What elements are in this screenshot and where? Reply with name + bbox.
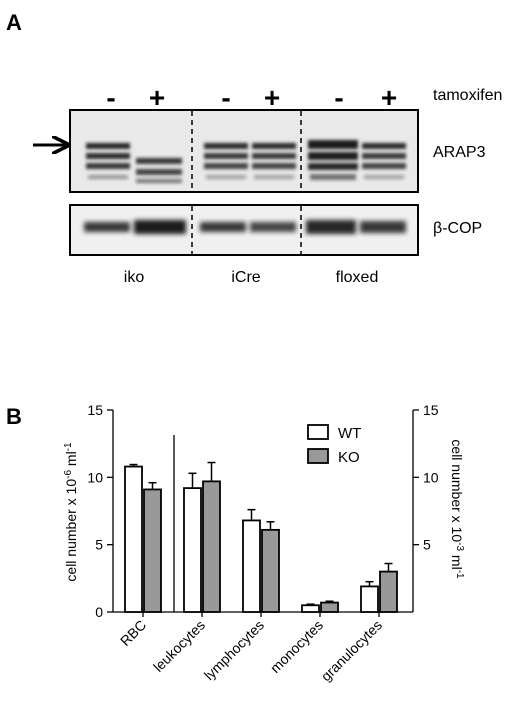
- group-label-iko: iko: [124, 269, 145, 286]
- bar-ko-monocytes: [320, 601, 339, 613]
- right-y-axis-label: cell number x 10-3 ml-1: [449, 439, 465, 579]
- bcop-blot: [69, 204, 419, 256]
- panel-b-label: B: [6, 404, 22, 429]
- right-y-ticks: 5 10 15: [413, 402, 439, 553]
- group-label-icre: iCre: [231, 269, 260, 286]
- group-label-floxed: floxed: [336, 269, 379, 286]
- right-tick-label: 15: [423, 402, 439, 418]
- right-tick-label: 10: [423, 469, 439, 485]
- arap3-label: ARAP3: [433, 144, 486, 161]
- panel-a-label: A: [6, 10, 22, 35]
- left-tick-label: 15: [87, 402, 103, 418]
- bar-wt-granulocytes: [360, 585, 379, 613]
- legend-swatch-ko: [307, 448, 329, 464]
- sign-floxed-minus: -: [334, 82, 343, 113]
- legend-label-wt: WT: [338, 425, 361, 442]
- legend-label-ko: KO: [338, 449, 360, 466]
- left-tick-label: 10: [87, 469, 103, 485]
- treatment-signs: - + - + - +: [106, 82, 397, 113]
- left-y-ticks: 0 5 10 15: [87, 402, 113, 620]
- bcop-label: β-COP: [433, 220, 482, 237]
- bar-wt-rbc: [124, 465, 143, 613]
- left-tick-label: 5: [95, 537, 103, 553]
- arap3-blot-frame: [69, 109, 419, 193]
- bar-series: [124, 461, 398, 613]
- sign-icre-plus: +: [264, 82, 280, 113]
- sign-icre-minus: -: [221, 82, 230, 113]
- arap3-blot: [69, 109, 419, 193]
- sign-floxed-plus: +: [381, 82, 397, 113]
- bar-wt-leukocytes: [183, 487, 202, 613]
- bar-chart: 0 5 10 15 5 10 15 cell number x 10-6 ml-1 cel…: [63, 402, 465, 684]
- x-tick-label-lymphocytes: lymphocytes: [201, 617, 267, 683]
- sign-iko-plus: +: [149, 82, 165, 113]
- bar-wt-lymphocytes: [242, 519, 261, 613]
- x-tick-label-granulocytes: granulocytes: [318, 617, 385, 684]
- group-labels: iko iCre floxed: [124, 269, 379, 286]
- bar-ko-lymphocytes: [261, 528, 280, 613]
- bar-ko-granulocytes: [379, 570, 398, 613]
- sign-iko-minus: -: [106, 82, 115, 113]
- tamoxifen-label: tamoxifen: [433, 87, 502, 104]
- left-y-axis-label: cell number x 10-6 ml-1: [63, 442, 79, 582]
- legend-swatch-wt: [307, 424, 329, 440]
- bcop-bands: [84, 220, 406, 234]
- bar-ko-rbc: [143, 488, 162, 613]
- right-tick-label: 5: [423, 537, 431, 553]
- arap3-bands: [86, 140, 406, 183]
- bar-ko-leukocytes: [202, 480, 221, 613]
- legend: WT KO: [307, 424, 361, 466]
- x-tick-label-monocytes: monocytes: [267, 617, 326, 676]
- x-tick-label-leukocytes: leukocytes: [150, 617, 208, 675]
- left-tick-label: 0: [95, 604, 103, 620]
- x-tick-label-rbc: RBC: [117, 617, 149, 649]
- bar-wt-monocytes: [301, 604, 320, 613]
